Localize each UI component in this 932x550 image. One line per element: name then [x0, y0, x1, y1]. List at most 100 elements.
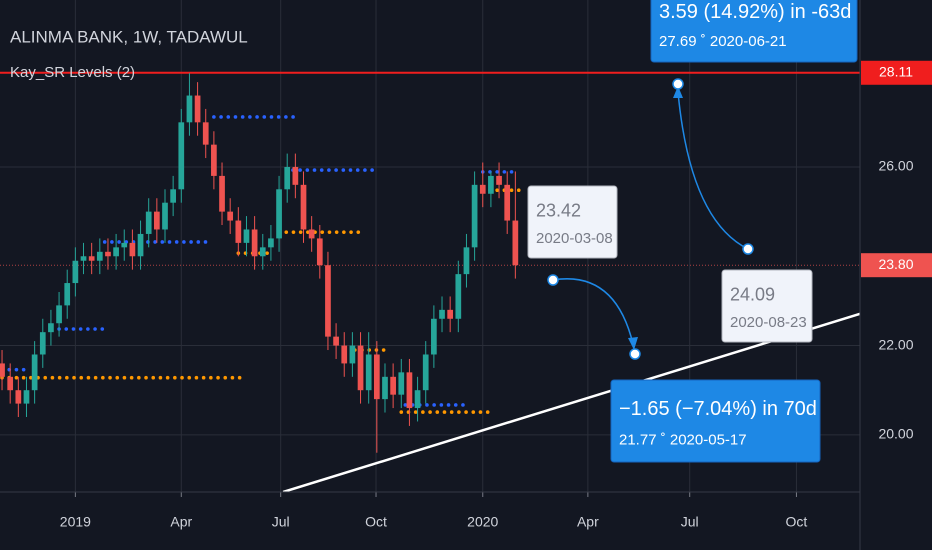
callout-text: 2020-03-08: [536, 230, 613, 247]
candle-body: [488, 175, 494, 194]
level-dot: [342, 230, 346, 234]
arrowhead: [673, 86, 683, 98]
level-dot: [160, 240, 165, 244]
callout-text: 21.77 ˚ 2020-05-17: [619, 432, 747, 449]
candle-body: [439, 309, 445, 319]
level-dot: [233, 115, 238, 119]
level-dot: [79, 375, 84, 380]
level-dot: [93, 375, 98, 380]
level-dot: [355, 168, 360, 172]
sr-level: [102, 240, 208, 244]
sr-level: [291, 168, 374, 172]
level-dot: [442, 410, 447, 414]
level-dot: [298, 230, 303, 234]
level-dot: [194, 375, 199, 380]
level-dot: [327, 230, 332, 234]
level-dot: [108, 375, 112, 380]
x-tick-label: 2020: [467, 514, 498, 530]
candle-body: [284, 166, 291, 190]
y-tick-label: 22.00: [878, 336, 913, 352]
y-tick-label: 20.00: [878, 426, 913, 442]
level-dot: [86, 327, 90, 331]
level-dot: [117, 240, 121, 244]
level-dot: [320, 230, 325, 234]
level-dot: [21, 375, 26, 380]
level-dot: [502, 170, 507, 174]
candle-body: [268, 238, 274, 248]
level-dot: [129, 375, 134, 380]
level-dot: [348, 168, 353, 172]
candle-body: [357, 345, 364, 391]
callout-text: 24.09: [730, 285, 775, 305]
anchor-point: [672, 78, 684, 90]
level-dot: [158, 375, 163, 380]
level-dot: [144, 375, 148, 380]
level-dot: [425, 403, 429, 407]
candle-body: [471, 184, 478, 248]
callout-text: 3.59 (14.92%) in -63d: [659, 1, 851, 23]
level-dot: [446, 403, 451, 407]
level-dot: [180, 375, 184, 380]
level-dot: [461, 403, 465, 407]
level-dot: [509, 188, 514, 192]
sr-level: [403, 403, 465, 407]
level-dot: [122, 375, 127, 380]
level-dot: [428, 410, 432, 414]
candle-body: [64, 283, 71, 306]
candle-body: [349, 345, 356, 364]
level-dot: [403, 403, 408, 407]
level-dot: [327, 168, 331, 172]
candle-body: [186, 95, 193, 123]
level-dot: [432, 403, 436, 407]
candle-body: [194, 95, 201, 123]
level-dot: [319, 168, 324, 172]
level-dot: [495, 188, 499, 192]
level-dot: [435, 410, 440, 414]
candle-body: [447, 309, 454, 319]
level-dot: [381, 348, 386, 352]
candle-body: [504, 184, 511, 221]
level-dot: [306, 230, 310, 234]
x-tick-label: Oct: [365, 514, 387, 530]
candle-body: [382, 376, 388, 400]
price-label: 28.11: [879, 63, 913, 79]
callout-box: [721, 269, 813, 343]
candle-body: [129, 242, 136, 257]
level-dot: [223, 375, 228, 380]
candle-body: [243, 229, 250, 243]
candle-body: [0, 363, 5, 377]
callout-box: [527, 185, 618, 259]
level-dot: [167, 240, 172, 244]
level-dot: [50, 375, 55, 380]
level-dot: [276, 115, 281, 119]
level-dot: [464, 410, 468, 414]
anchor-point: [547, 274, 559, 286]
level-dot: [509, 170, 514, 174]
candle-body: [15, 390, 22, 404]
level-dot: [100, 327, 105, 331]
candle-body: [113, 247, 119, 257]
arrow: [552, 278, 634, 345]
indicator-name: Kay_SR Levels (2): [10, 64, 135, 81]
candle-body: [80, 256, 87, 261]
candle-body: [276, 189, 282, 239]
level-dot: [78, 327, 83, 331]
level-dot: [151, 375, 156, 380]
candle-body: [479, 184, 486, 194]
level-dot: [226, 115, 231, 119]
price-label: 23.80: [878, 256, 913, 272]
candle-body: [48, 323, 54, 333]
level-dot: [478, 410, 483, 414]
level-dot: [86, 375, 91, 380]
candle-body: [227, 211, 234, 221]
candle-body: [31, 354, 38, 391]
candle-body: [431, 318, 437, 355]
anchor-point: [742, 243, 754, 255]
candle-body: [259, 247, 266, 257]
sr-level: [399, 410, 490, 414]
level-dot: [334, 230, 339, 234]
candle-body: [23, 390, 30, 404]
level-dot: [334, 168, 338, 172]
level-dot: [439, 403, 444, 407]
level-dot: [471, 410, 476, 414]
